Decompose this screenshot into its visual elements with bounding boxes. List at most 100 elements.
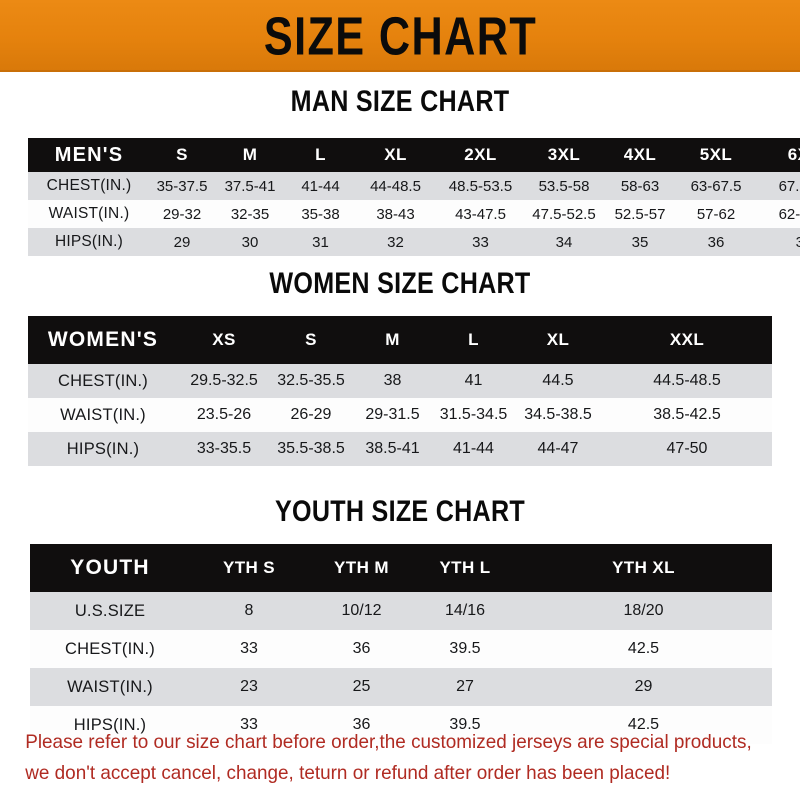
column-header-xl: XL <box>384 145 407 164</box>
table-header-row: WOMEN'S XS S M L XL XXL <box>28 316 772 364</box>
table-cell: 42.5 <box>627 640 660 657</box>
table-cell: 44-47 <box>537 440 579 457</box>
column-header-yth-xl: YTH XL <box>612 558 675 577</box>
table-cell: 33-35.5 <box>196 440 252 457</box>
table-cell: 14/16 <box>444 602 486 619</box>
row-label: HIPS(IN.) <box>66 439 140 458</box>
column-header-2xl: 2XL <box>464 145 497 164</box>
table-cell: 41 <box>464 372 483 389</box>
column-header-s: S <box>305 330 317 349</box>
table-cell: 29-31.5 <box>365 406 420 423</box>
table-cell: 33 <box>472 233 489 251</box>
men-table-body: CHEST(IN.) 35-37.5 37.5-41 41-44 44-48.5 48.5… <box>28 172 800 256</box>
men-table-head: MEN'S S M L XL 2XL 3XL 4XL 5XL 6XL <box>28 138 800 172</box>
row-label: U.S.SIZE <box>74 601 146 620</box>
table-cell: 67.5-72 <box>778 177 800 195</box>
table-cell: 41-44 <box>453 440 494 457</box>
table-cell: 23 <box>240 678 258 695</box>
row-label: HIPS(IN.) <box>73 715 147 734</box>
column-header-6xl: 6XL <box>787 145 800 164</box>
column-header-yth-m: YTH M <box>334 558 389 577</box>
youth-table-body: U.S.SIZE 8 10/12 14/16 18/20 CHEST(IN.) 33 36 39… <box>30 592 772 744</box>
row-label: WAIST(IN.) <box>60 405 146 424</box>
table-cell: 29 <box>173 233 191 251</box>
column-header-m: M <box>242 145 258 164</box>
row-label: WAIST(IN.) <box>67 677 153 696</box>
table-cell: 36 <box>707 233 725 251</box>
column-header-xxl: XXL <box>669 330 705 349</box>
table-cell: 35.5-38.5 <box>277 440 345 457</box>
table-cell: 35 <box>631 233 649 251</box>
table-cell: 57-62 <box>696 205 736 223</box>
column-header-l: L <box>468 330 479 349</box>
table-cell: 43-47.5 <box>455 205 506 223</box>
table-cell: 31.5-34.5 <box>439 406 508 423</box>
table-cell: 30 <box>241 233 259 251</box>
women-table-body: CHEST(IN.) 29.5-32.5 32.5-35.5 38 41 44.5 44.5… <box>28 364 772 466</box>
table-cell: 29 <box>634 678 653 695</box>
column-header-3xl: 3XL <box>547 145 581 164</box>
table-row: CHEST(IN.) 29.5-32.5 32.5-35.5 38 41 44.5 44.5… <box>28 364 772 398</box>
table-header-row: MEN'S S M L XL 2XL 3XL 4XL 5XL 6XL <box>28 138 800 172</box>
table-cell: 48.5-53.5 <box>448 177 513 195</box>
table-cell: 35-38 <box>301 205 340 223</box>
table-cell: 36 <box>352 716 371 733</box>
youth-size-table: YOUTH YTH S YTH M YTH L YTH XL U.S.SIZE 8 10/1… <box>30 544 772 744</box>
column-header-yth-s: YTH S <box>222 558 276 577</box>
column-header-s: S <box>176 145 188 164</box>
table-header-row: YOUTH YTH S YTH M YTH L YTH XL <box>30 544 772 592</box>
table-row: WAIST(IN.) 29-32 32-35 35-38 38-43 43-47.5 47.… <box>28 200 800 228</box>
table-cell: 35-37.5 <box>156 177 208 195</box>
table-cell: 36 <box>352 640 371 657</box>
table-cell: 34 <box>555 233 573 251</box>
table-cell: 53.5-58 <box>538 177 590 195</box>
table-cell: 38 <box>383 372 402 389</box>
column-header-5xl: 5XL <box>699 145 733 164</box>
order-policy-note: Please refer to our size chart before or… <box>0 727 776 789</box>
column-header-m: M <box>385 330 400 349</box>
table-cell: 39.5 <box>449 716 481 733</box>
table-cell: 63-67.5 <box>690 177 742 195</box>
table-row: CHEST(IN.) 35-37.5 37.5-41 41-44 44-48.5 48.5… <box>28 172 800 200</box>
note-line-2: we don't accept cancel, change, teturn o… <box>25 762 671 784</box>
table-cell: 25 <box>352 678 371 695</box>
women-table-head: WOMEN'S XS S M L XL XXL <box>28 316 772 364</box>
table-cell: 39.5 <box>449 640 481 657</box>
row-label: CHEST(IN.) <box>58 371 148 390</box>
table-cell: 44-48.5 <box>370 177 421 195</box>
note-line-1: Please refer to our size chart before or… <box>25 731 752 753</box>
column-header-xs: XS <box>212 330 236 349</box>
table-cell: 37.5-41 <box>224 177 276 195</box>
table-cell: 31 <box>312 233 329 251</box>
table-corner-label: WOMEN'S <box>47 328 159 351</box>
table-row: HIPS(IN.) 33-35.5 35.5-38.5 38.5-41 41-44 44-… <box>28 432 772 466</box>
row-label: CHEST(IN.) <box>65 639 155 658</box>
table-cell: 38.5-42.5 <box>653 406 721 423</box>
page-title: SIZE CHART <box>263 4 537 66</box>
table-cell: 42.5 <box>627 716 660 733</box>
column-header-xl: XL <box>546 330 570 349</box>
column-header-l: L <box>315 145 326 164</box>
table-cell: 27 <box>456 678 474 695</box>
table-cell: 44.5-48.5 <box>653 372 721 389</box>
table-corner-label: MEN'S <box>54 143 124 166</box>
table-cell: 52.5-57 <box>614 205 666 223</box>
section-title-youth: YOUTH SIZE CHART <box>275 494 525 528</box>
table-cell: 34.5-38.5 <box>524 406 592 423</box>
table-cell: 62-66.5 <box>778 205 800 223</box>
table-cell: 26-29 <box>290 406 332 423</box>
table-cell: 32.5-35.5 <box>277 372 345 389</box>
table-cell: 44.5 <box>542 372 574 389</box>
row-label: CHEST(IN.) <box>46 177 132 194</box>
table-cell: 47.5-52.5 <box>532 205 596 223</box>
table-cell: 47-50 <box>666 440 708 457</box>
table-cell: 41-44 <box>301 177 340 195</box>
table-cell: 33 <box>240 640 258 657</box>
women-size-table: WOMEN'S XS S M L XL XXL CHEST(IN.) 29.5-32.5 32.… <box>28 316 772 466</box>
table-cell: 29-32 <box>162 205 202 223</box>
table-row: U.S.SIZE 8 10/12 14/16 18/20 <box>30 592 772 630</box>
table-row: HIPS(IN.) 29 30 31 32 33 34 35 36 37 <box>28 228 800 256</box>
row-label: WAIST(IN.) <box>48 205 130 222</box>
table-cell: 18/20 <box>623 602 664 619</box>
